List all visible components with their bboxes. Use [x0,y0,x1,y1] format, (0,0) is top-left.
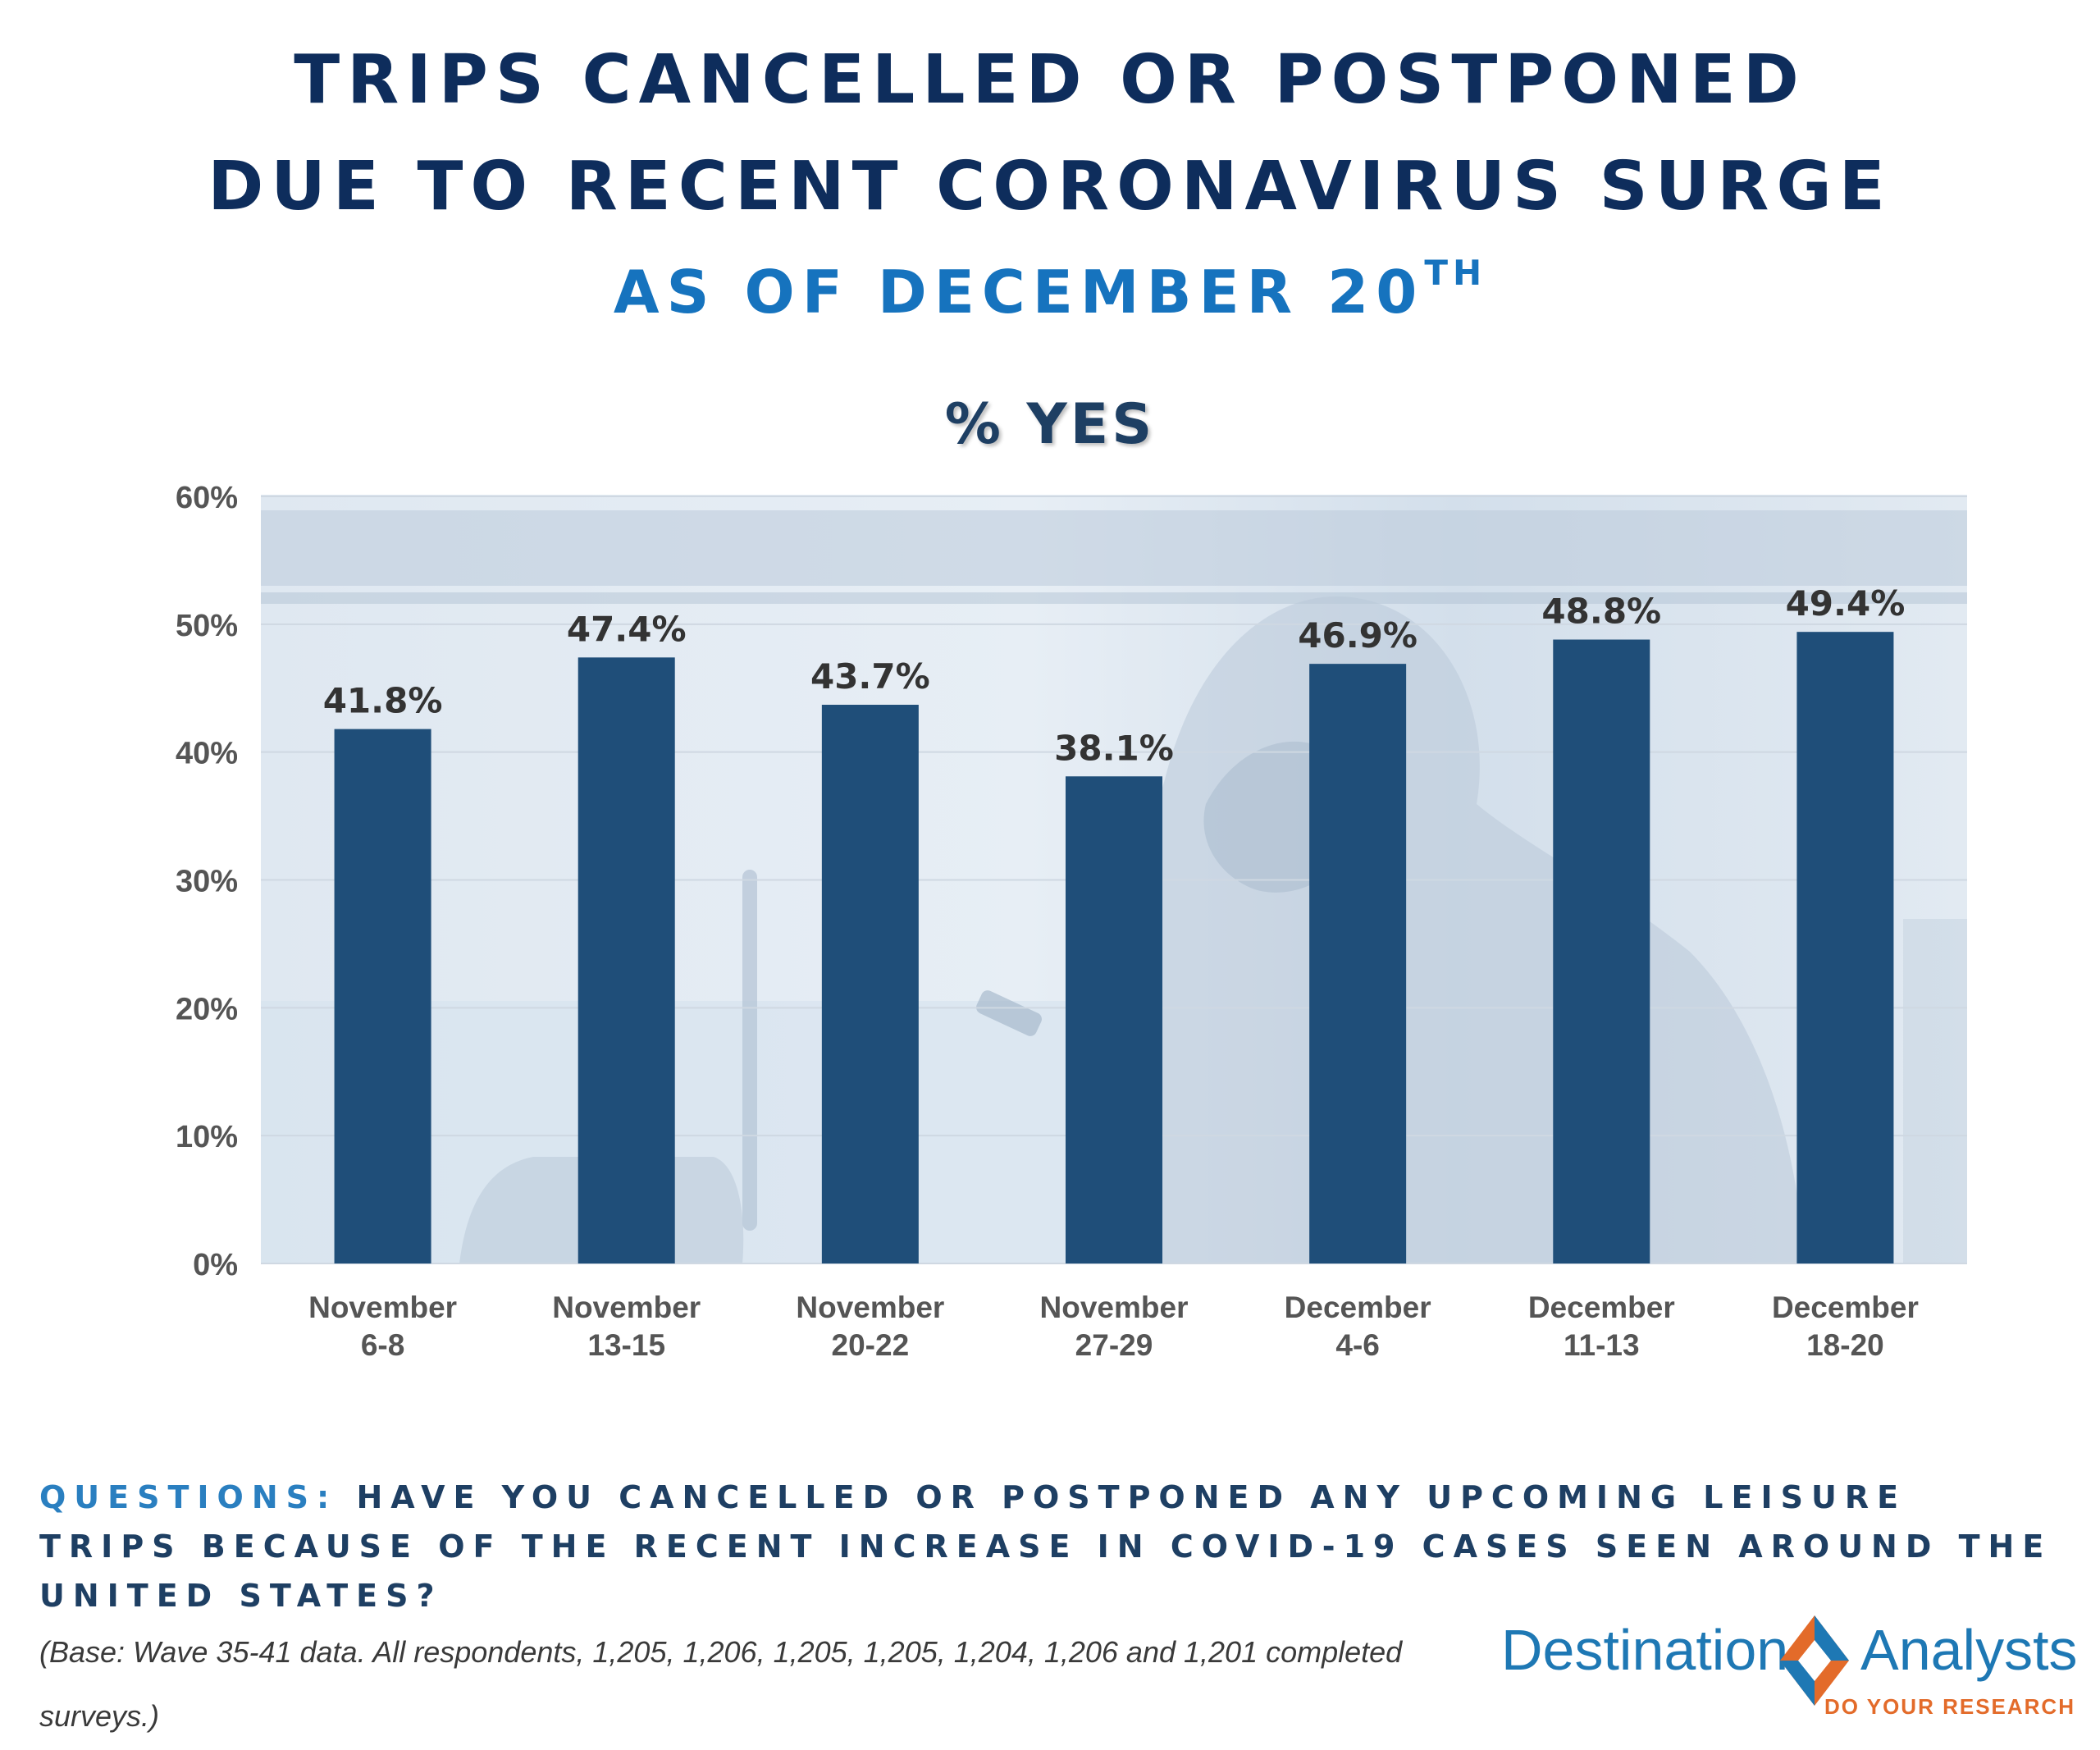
bar [1066,776,1162,1263]
data-label: 49.4% [1786,583,1906,624]
data-label: 47.4% [567,609,687,649]
data-labels: 41.8% 47.4% 43.7% 38.1% 46.9% 48.8% 49.4% [323,583,1906,768]
x-tick-label: November [552,1291,701,1324]
x-tick-label: 4-6 [1335,1328,1379,1362]
bar [1309,664,1407,1263]
question-text: HAVE YOU CANCELLED OR POSTPONED ANY UPCO… [39,1479,2052,1614]
chart-title-line-2: DUE TO RECENT CORONAVIRUS SURGE [208,148,1892,226]
x-tick-label: November [1040,1291,1189,1324]
question-label: QUESTIONS: [39,1479,338,1515]
bars [334,632,1894,1263]
diamond-logo-icon [1780,1615,1849,1706]
data-label: 48.8% [1541,592,1661,632]
chart-title-line-1: TRIPS CANCELLED OR POSTPONED [294,41,1806,119]
x-tick-label: 11-13 [1564,1328,1640,1362]
data-label: 43.7% [810,656,930,697]
x-tick-label: 13-15 [587,1328,665,1362]
chart-subtitle: AS OF DECEMBER 20TH [0,253,2100,327]
bar [334,729,431,1263]
survey-question: QUESTIONS: HAVE YOU CANCELLED OR POSTPON… [39,1473,2066,1620]
y-tick-label: 30% [176,865,238,899]
bar [1796,632,1894,1263]
x-tick-label: 6-8 [361,1328,404,1362]
y-axis-tick-labels: 0% 10% 20% 30% 40% 50% 60% [176,481,238,1282]
x-tick-label: November [796,1291,944,1324]
bar [578,657,675,1263]
y-tick-label: 60% [176,481,238,515]
destination-analysts-logo: Destination Analysts DO YOUR RESEARCH [1501,1612,2078,1735]
subtitle-text: AS OF DECEMBER 20 [613,258,1425,327]
x-tick-label: 20-22 [832,1328,910,1362]
logo-word-destination: Destination [1501,1618,1789,1682]
bar-chart: 0% 10% 20% 30% 40% 50% 60% 41.8% 47.4% 43.7% 38.1… [176,481,1967,1362]
y-tick-label: 20% [176,992,238,1026]
plot-title: % YES [944,392,1156,457]
y-tick-label: 0% [193,1248,238,1282]
logo-tagline: DO YOUR RESEARCH [1824,1694,2075,1719]
x-axis-tick-labels: November 6-8 November 13-15 November 20-22 Nov… [308,1291,1919,1362]
x-tick-label: 27-29 [1075,1328,1153,1362]
x-tick-label: December [1285,1291,1431,1324]
x-tick-label: November [308,1291,457,1324]
data-label: 41.8% [323,681,443,721]
y-tick-label: 10% [176,1120,238,1154]
data-label: 38.1% [1054,728,1174,768]
subtitle-ordinal-suffix: TH [1424,253,1487,293]
y-tick-label: 40% [176,737,238,771]
bar [821,705,919,1263]
base-note: (Base: Wave 35-41 data. All respondents,… [39,1635,1403,1733]
x-tick-label: December [1772,1291,1919,1324]
x-tick-label: December [1528,1291,1675,1324]
logo-word-analysts: Analysts [1860,1618,2078,1682]
x-tick-label: 18-20 [1806,1328,1884,1362]
bar [1553,639,1650,1263]
data-label: 46.9% [1298,615,1418,656]
y-tick-label: 50% [176,609,238,643]
